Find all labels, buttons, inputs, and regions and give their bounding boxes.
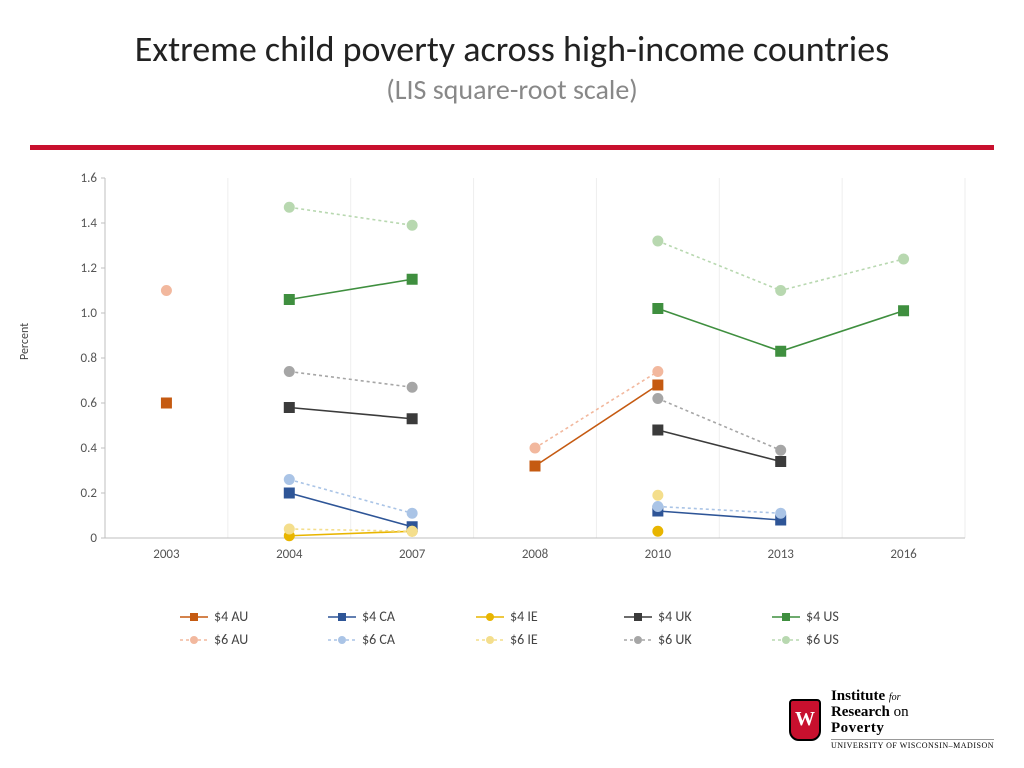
svg-text:2007: 2007 xyxy=(399,547,426,562)
svg-text:2003: 2003 xyxy=(153,547,180,562)
legend-item: $6 UK xyxy=(624,631,732,648)
legend-item: $6 CA xyxy=(328,631,436,648)
svg-text:0.2: 0.2 xyxy=(81,486,98,501)
chart-area: 0 0.2 0.4 0.6 0.8 1.0 1.2 1.4 1.6 2003 2004 2007 200… xyxy=(55,168,985,598)
legend-swatch xyxy=(180,635,208,645)
svg-text:0.6: 0.6 xyxy=(81,396,98,411)
footer-attribution: W Institute for Research on Poverty UNIV… xyxy=(789,689,994,750)
legend-row: $6 AU $6 CA $6 IE $6 UK $6 US xyxy=(180,631,880,648)
svg-text:1.6: 1.6 xyxy=(81,171,98,186)
legend-item: $6 AU xyxy=(180,631,288,648)
legend-swatch xyxy=(772,612,800,622)
crest-icon: W xyxy=(789,699,821,741)
legend-swatch xyxy=(476,612,504,622)
legend-label: $6 UK xyxy=(658,631,692,648)
legend-item: $6 US xyxy=(772,631,880,648)
legend-label: $6 US xyxy=(806,631,839,648)
slide: Extreme child poverty across high-income… xyxy=(0,0,1024,768)
legend-label: $4 US xyxy=(806,608,839,625)
svg-text:2016: 2016 xyxy=(890,547,917,562)
svg-text:0.4: 0.4 xyxy=(81,441,98,456)
legend-label: $6 CA xyxy=(362,631,395,648)
legend-item: $4 CA xyxy=(328,608,436,625)
legend-label: $4 UK xyxy=(658,608,692,625)
legend-swatch xyxy=(328,612,356,622)
legend-label: $6 IE xyxy=(510,631,538,648)
divider-rule xyxy=(30,145,994,150)
legend-label: $4 IE xyxy=(510,608,538,625)
svg-text:1.0: 1.0 xyxy=(81,306,98,321)
svg-text:0.8: 0.8 xyxy=(81,351,98,366)
legend-swatch xyxy=(476,635,504,645)
legend-item: $4 AU xyxy=(180,608,288,625)
y-axis-label: Percent xyxy=(18,323,32,360)
line-chart: 0 0.2 0.4 0.6 0.8 1.0 1.2 1.4 1.6 2003 2004 2007 200… xyxy=(55,168,985,568)
svg-text:1.2: 1.2 xyxy=(81,261,98,276)
legend-row: $4 AU $4 CA $4 IE $4 UK $4 US xyxy=(180,608,880,625)
title-block: Extreme child poverty across high-income… xyxy=(40,30,984,107)
legend-item: $4 UK xyxy=(624,608,732,625)
svg-text:2010: 2010 xyxy=(645,547,672,562)
legend-label: $4 AU xyxy=(214,608,248,625)
institute-name: Institute for Research on Poverty UNIVER… xyxy=(831,689,994,750)
svg-text:2004: 2004 xyxy=(276,547,303,562)
legend-item: $6 IE xyxy=(476,631,584,648)
legend-swatch xyxy=(624,635,652,645)
svg-text:2008: 2008 xyxy=(522,547,549,562)
crest-letter: W xyxy=(795,708,815,731)
legend-swatch xyxy=(180,612,208,622)
legend-swatch xyxy=(328,635,356,645)
chart-legend: $4 AU $4 CA $4 IE $4 UK $4 US $6 AU $6 CA $6 IE… xyxy=(180,608,880,654)
legend-label: $4 CA xyxy=(362,608,395,625)
svg-text:0: 0 xyxy=(90,531,97,546)
svg-text:1.4: 1.4 xyxy=(81,216,98,231)
page-title: Extreme child poverty across high-income… xyxy=(40,30,984,70)
legend-label: $6 AU xyxy=(214,631,248,648)
legend-item: $4 US xyxy=(772,608,880,625)
legend-item: $4 IE xyxy=(476,608,584,625)
legend-swatch xyxy=(624,612,652,622)
svg-text:2013: 2013 xyxy=(768,547,795,562)
legend-swatch xyxy=(772,635,800,645)
page-subtitle: (LIS square-root scale) xyxy=(40,72,984,107)
